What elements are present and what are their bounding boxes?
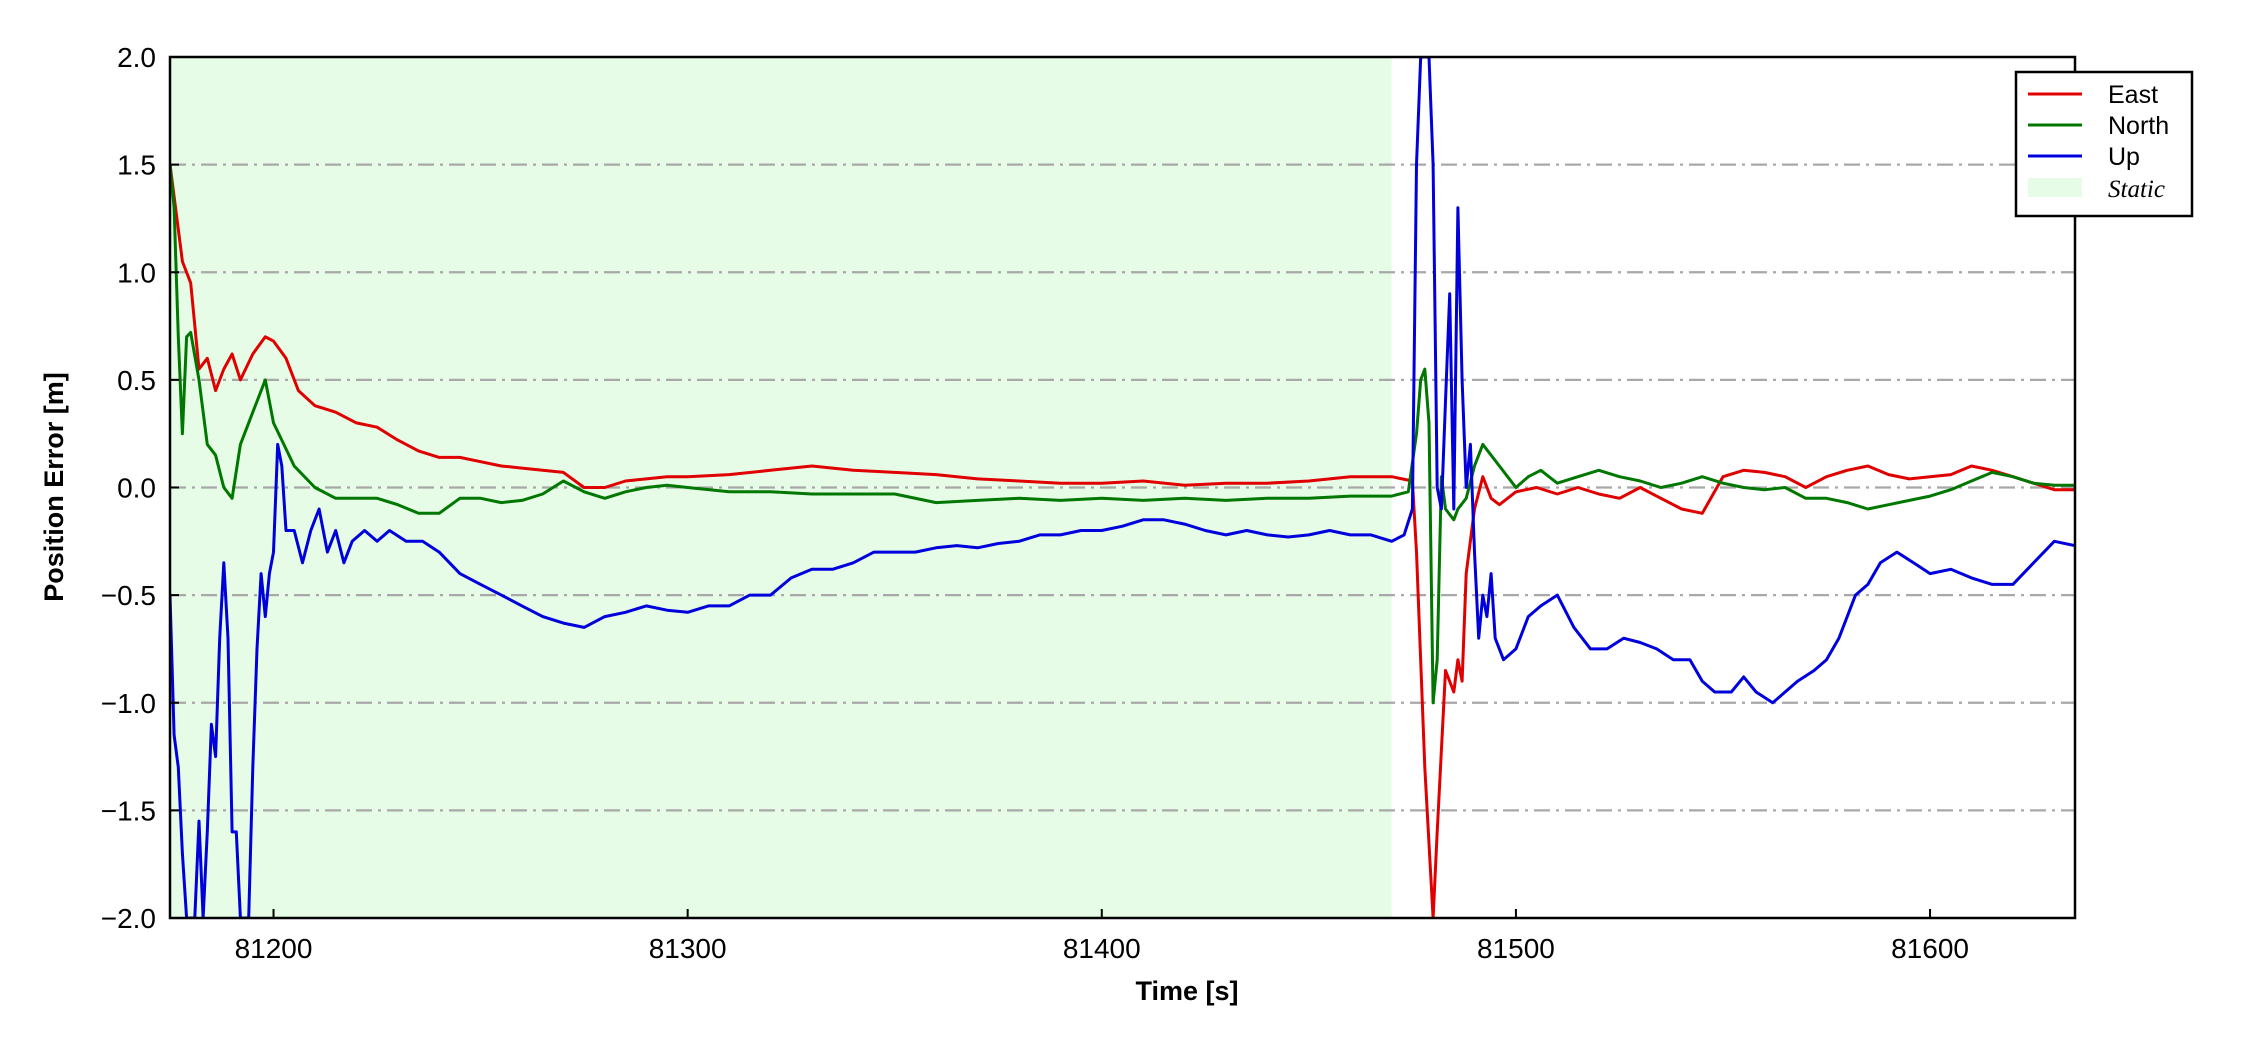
y-axis-label: Position Error [m] (39, 372, 69, 602)
x-axis-label: Time [s] (1135, 976, 1238, 1006)
y-tick-label: 0.0 (117, 473, 156, 504)
y-tick-label: −1.5 (101, 795, 156, 826)
x-tick-label: 81300 (649, 933, 727, 964)
x-tick-label: 81500 (1477, 933, 1555, 964)
x-axis-ticks: 81200 81300 81400 81500 81600 (235, 909, 1969, 964)
legend-label-north: North (2108, 112, 2169, 140)
y-axis-ticks: 2.0 1.5 1.0 0.5 0.0 −0.5 −1.0 −1.5 −2.0 (101, 42, 179, 934)
static-region (170, 57, 1392, 918)
x-tick-label: 81200 (235, 933, 313, 964)
legend: East North Up Static (2014, 70, 2194, 218)
legend-label-static: Static (2108, 176, 2165, 203)
series-lines (170, 57, 2075, 918)
legend-label-east: East (2108, 81, 2158, 109)
y-tick-label: 1.0 (117, 257, 156, 288)
x-tick-label: 81600 (1891, 933, 1969, 964)
y-tick-label: −2.0 (101, 903, 156, 934)
x-tick-label: 81400 (1063, 933, 1141, 964)
series-line-up (170, 57, 2075, 918)
y-tick-label: 0.5 (117, 365, 156, 396)
legend-label-up: Up (2108, 143, 2140, 171)
series-line-north (170, 164, 2075, 705)
y-tick-label: 1.5 (117, 150, 156, 181)
y-tick-label: −1.0 (101, 688, 156, 719)
legend-swatch-static (2028, 178, 2082, 197)
y-tick-label: 2.0 (117, 42, 156, 73)
series-line-east (170, 164, 2075, 918)
y-tick-label: −0.5 (101, 580, 156, 611)
